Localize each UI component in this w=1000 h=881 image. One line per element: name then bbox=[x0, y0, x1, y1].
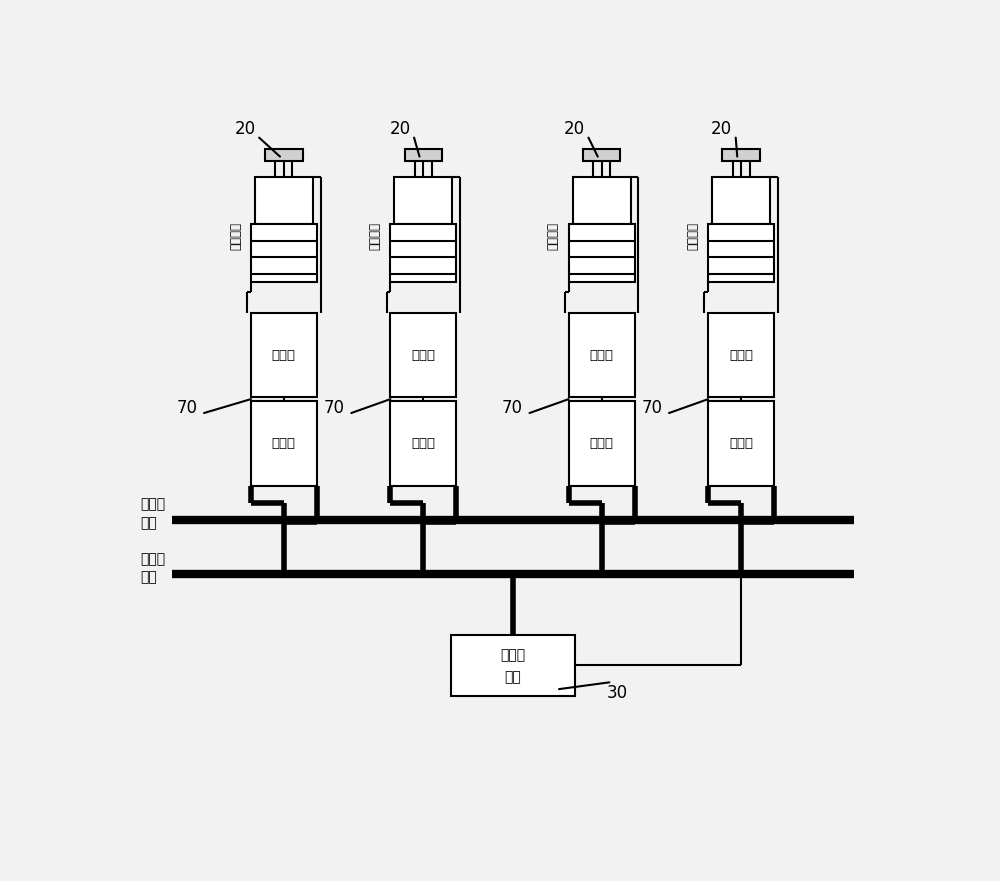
Text: 调平油缸: 调平油缸 bbox=[547, 222, 560, 250]
Text: 电磁阀: 电磁阀 bbox=[272, 437, 296, 449]
Bar bbox=[708, 225, 774, 282]
Bar bbox=[390, 225, 456, 282]
Text: 30: 30 bbox=[607, 684, 628, 701]
Text: 电磁阀: 电磁阀 bbox=[590, 437, 614, 449]
Bar bbox=[251, 401, 317, 485]
Text: 调速阀: 调速阀 bbox=[590, 349, 614, 361]
Bar bbox=[251, 225, 317, 282]
Bar bbox=[708, 401, 774, 485]
Bar bbox=[450, 635, 574, 696]
Text: 本安控: 本安控 bbox=[500, 648, 525, 663]
Text: 20: 20 bbox=[564, 121, 585, 138]
Text: 调速阀: 调速阀 bbox=[729, 349, 753, 361]
Bar bbox=[569, 225, 635, 282]
Bar bbox=[251, 313, 317, 397]
Text: 管线: 管线 bbox=[140, 570, 157, 584]
Text: 调平油缸: 调平油缸 bbox=[229, 222, 242, 250]
Text: 70: 70 bbox=[642, 398, 662, 417]
Bar bbox=[255, 177, 313, 225]
Text: 调平油缸: 调平油缸 bbox=[368, 222, 381, 250]
Bar bbox=[722, 149, 760, 161]
Text: 调速阀: 调速阀 bbox=[272, 349, 296, 361]
Bar bbox=[573, 177, 631, 225]
Bar bbox=[405, 149, 442, 161]
Text: 70: 70 bbox=[502, 398, 523, 417]
Text: 调平油缸: 调平油缸 bbox=[686, 222, 699, 250]
Text: 管线: 管线 bbox=[140, 516, 157, 529]
Text: 20: 20 bbox=[235, 121, 256, 138]
Text: 电磁阀: 电磁阀 bbox=[411, 437, 435, 449]
Text: 液压油: 液压油 bbox=[140, 498, 166, 512]
Text: 20: 20 bbox=[390, 121, 411, 138]
Bar bbox=[569, 401, 635, 485]
Bar bbox=[265, 149, 303, 161]
Bar bbox=[569, 313, 635, 397]
Text: 电磁阀: 电磁阀 bbox=[729, 437, 753, 449]
Text: 70: 70 bbox=[324, 398, 345, 417]
Bar bbox=[583, 149, 620, 161]
Bar bbox=[712, 177, 770, 225]
Bar bbox=[390, 313, 456, 397]
Bar bbox=[394, 177, 452, 225]
Bar bbox=[708, 313, 774, 397]
Bar bbox=[390, 401, 456, 485]
Text: 70: 70 bbox=[176, 398, 198, 417]
Text: 液压油: 液压油 bbox=[140, 552, 166, 566]
Text: 调速阀: 调速阀 bbox=[411, 349, 435, 361]
Text: 制器: 制器 bbox=[504, 670, 521, 685]
Text: 20: 20 bbox=[711, 121, 732, 138]
